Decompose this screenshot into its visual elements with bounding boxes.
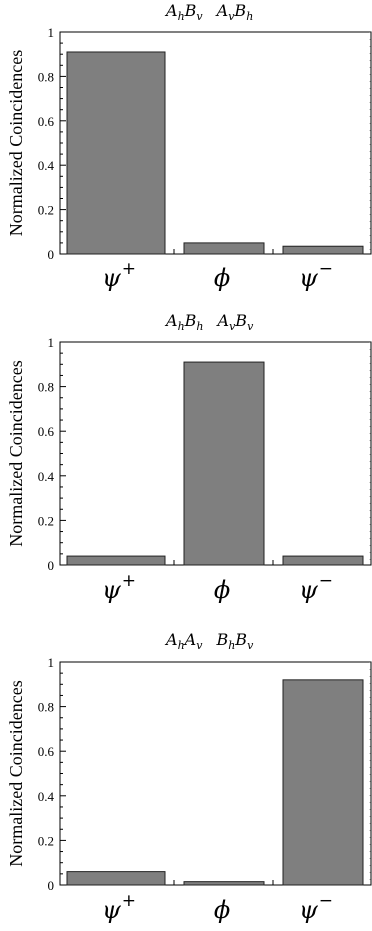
y-axis-label: Normalized Coincidences xyxy=(6,360,26,546)
y-axis-label: Normalized Coincidences xyxy=(6,50,26,236)
bar-1 xyxy=(66,51,166,255)
bar-2 xyxy=(183,242,265,255)
y-tick-label: 1 xyxy=(48,655,55,670)
y-tick-label: 0.4 xyxy=(38,469,55,484)
bar-3 xyxy=(282,679,364,886)
x-tick-label: ψ− xyxy=(299,571,333,604)
x-tick-label: ϕ xyxy=(214,896,230,924)
y-tick-label: 0.2 xyxy=(38,513,54,528)
chart-panel-1: 0 0.2 0.4 0.6 0.8 1 ψ+ ϕ ψ− Normalized Coincidenc… xyxy=(6,1,372,292)
y-tick-label: 0.2 xyxy=(38,833,54,848)
y-tick-label: 0 xyxy=(48,558,55,573)
y-tick-label: 1 xyxy=(48,25,55,40)
y-tick-label: 0 xyxy=(48,878,55,893)
y-tick-label: 0.8 xyxy=(38,380,54,395)
y-tick-label: 0.6 xyxy=(38,114,55,129)
y-tick-label: 0.2 xyxy=(38,203,54,218)
bar-3 xyxy=(282,555,364,566)
bar-2 xyxy=(183,361,265,566)
x-tick-label: ψ+ xyxy=(102,891,136,924)
chart-title: AhAv BhBv xyxy=(164,630,254,652)
x-tick-label: ψ+ xyxy=(102,571,136,604)
x-tick-label: ϕ xyxy=(214,264,230,292)
y-tick-label: 0.4 xyxy=(38,158,55,173)
chart-title: AhBh AvBv xyxy=(164,311,254,333)
y-axis-label: Normalized Coincidences xyxy=(6,680,26,866)
y-tick-label: 0.8 xyxy=(38,700,54,715)
chart-title: AhBv AvBh xyxy=(164,1,253,23)
x-tick-label: ψ+ xyxy=(102,259,136,292)
x-tick-label: ψ− xyxy=(299,891,333,924)
bar-2 xyxy=(183,881,265,886)
y-tick-label: 0.8 xyxy=(38,69,54,84)
chart-panel-3: 0 0.2 0.4 0.6 0.8 1 ψ+ ϕ ψ− Normalized Coincidenc… xyxy=(6,630,372,924)
chart-panel-2: 0 0.2 0.4 0.6 0.8 1 ψ+ ϕ ψ− Normalized Coincidenc… xyxy=(6,311,372,604)
y-tick-label: 0 xyxy=(48,247,55,262)
y-tick-label: 0.6 xyxy=(38,744,55,759)
y-tick-label: 0.4 xyxy=(38,789,55,804)
y-tick-label: 0.6 xyxy=(38,424,55,439)
y-tick-label: 1 xyxy=(48,335,55,350)
x-tick-label: ϕ xyxy=(214,576,230,604)
bar-1 xyxy=(66,871,166,886)
bar-3 xyxy=(282,245,364,255)
x-tick-label: ψ− xyxy=(299,259,333,292)
bar-1 xyxy=(66,555,166,566)
